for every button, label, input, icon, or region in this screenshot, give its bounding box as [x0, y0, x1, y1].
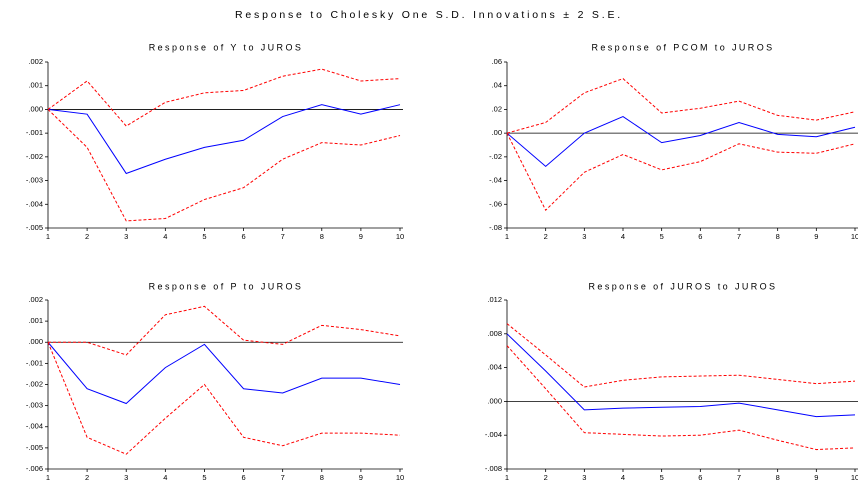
band-line [506, 323, 856, 388]
y-tick-label: -.005 [26, 223, 43, 232]
x-tick-label: 1 [46, 473, 50, 482]
band-line [506, 132, 856, 212]
y-tick-label: -.001 [26, 128, 43, 137]
x-tick-label: 7 [737, 232, 741, 241]
y-tick-label: .008 [487, 329, 502, 338]
x-tick-label: 6 [241, 232, 245, 241]
y-tick-label: -.06 [489, 199, 502, 208]
band-line [506, 345, 856, 451]
x-tick-label: 3 [582, 473, 586, 482]
x-tick-label: 5 [660, 473, 664, 482]
y-tick-label: -.004 [26, 199, 43, 208]
y-tick-label: .02 [492, 104, 502, 113]
y-tick-label: .000 [28, 104, 43, 113]
y-tick-label: .012 [487, 295, 502, 304]
x-tick-label: 8 [776, 232, 780, 241]
y-tick-label: -.004 [485, 430, 502, 439]
y-tick-label: .001 [28, 316, 43, 325]
y-tick-label: -.003 [26, 401, 43, 410]
y-tick-label: .002 [28, 295, 43, 304]
x-tick-label: 8 [320, 473, 324, 482]
y-tick-label: -.002 [26, 152, 43, 161]
y-tick-label: .001 [28, 81, 43, 90]
y-tick-label: -.001 [26, 358, 43, 367]
x-tick-label: 8 [320, 232, 324, 241]
y-tick-label: -.004 [26, 422, 43, 431]
x-tick-label: 7 [281, 232, 285, 241]
y-tick-label: -.003 [26, 176, 43, 185]
response-line [506, 333, 856, 418]
x-tick-label: 2 [544, 473, 548, 482]
x-tick-label: 10 [396, 232, 404, 241]
y-tick-label: .06 [492, 57, 502, 66]
y-tick-label: -.006 [26, 464, 43, 473]
y-tick-label: .000 [487, 396, 502, 405]
x-tick-label: 5 [202, 232, 206, 241]
x-tick-label: 1 [505, 232, 509, 241]
x-tick-label: 9 [359, 473, 363, 482]
x-tick-label: 3 [124, 232, 128, 241]
x-tick-label: 10 [851, 232, 858, 241]
y-tick-label: .000 [28, 337, 43, 346]
x-tick-label: 6 [698, 232, 702, 241]
response-line [506, 115, 856, 167]
y-tick-label: -.002 [26, 379, 43, 388]
panel-title: Response of P to JUROS [149, 281, 304, 291]
x-tick-label: 4 [621, 232, 625, 241]
x-tick-label: 9 [814, 232, 818, 241]
x-tick-label: 2 [544, 232, 548, 241]
y-tick-label: -.08 [489, 223, 502, 232]
band-line [47, 68, 401, 127]
x-tick-label: 9 [359, 232, 363, 241]
x-tick-label: 3 [582, 232, 586, 241]
y-tick-label: .002 [28, 57, 43, 66]
y-tick-label: -.005 [26, 443, 43, 452]
y-tick-label: .00 [492, 128, 502, 137]
x-tick-label: 6 [241, 473, 245, 482]
x-tick-label: 5 [660, 232, 664, 241]
x-tick-label: 4 [163, 473, 167, 482]
band-line [47, 109, 401, 222]
response-line [47, 104, 401, 175]
y-tick-label: .04 [492, 81, 502, 90]
x-tick-label: 2 [85, 473, 89, 482]
panel-title: Response of Y to JUROS [149, 42, 304, 52]
x-tick-label: 9 [814, 473, 818, 482]
x-tick-label: 7 [737, 473, 741, 482]
y-tick-label: .004 [487, 363, 502, 372]
x-tick-label: 10 [396, 473, 404, 482]
panel-title: Response of JUROS to JUROS [589, 281, 778, 291]
y-tick-label: -.04 [489, 176, 502, 185]
panel-title: Response of PCOM to JUROS [591, 42, 774, 52]
x-tick-label: 3 [124, 473, 128, 482]
x-tick-label: 10 [851, 473, 858, 482]
band-line [48, 305, 401, 356]
x-tick-label: 4 [163, 232, 167, 241]
x-tick-label: 6 [698, 473, 702, 482]
x-tick-label: 1 [46, 232, 50, 241]
x-tick-label: 2 [85, 232, 89, 241]
response-line [47, 341, 401, 405]
band-line [47, 342, 401, 455]
x-tick-label: 5 [202, 473, 206, 482]
x-tick-label: 8 [776, 473, 780, 482]
main-title: Response to Cholesky One S.D. Innovation… [235, 9, 623, 21]
y-tick-label: -.008 [485, 464, 502, 473]
band-line [506, 78, 856, 134]
x-tick-label: 1 [505, 473, 509, 482]
x-tick-label: 4 [621, 473, 625, 482]
y-tick-label: -.02 [489, 152, 502, 161]
x-tick-label: 7 [281, 473, 285, 482]
